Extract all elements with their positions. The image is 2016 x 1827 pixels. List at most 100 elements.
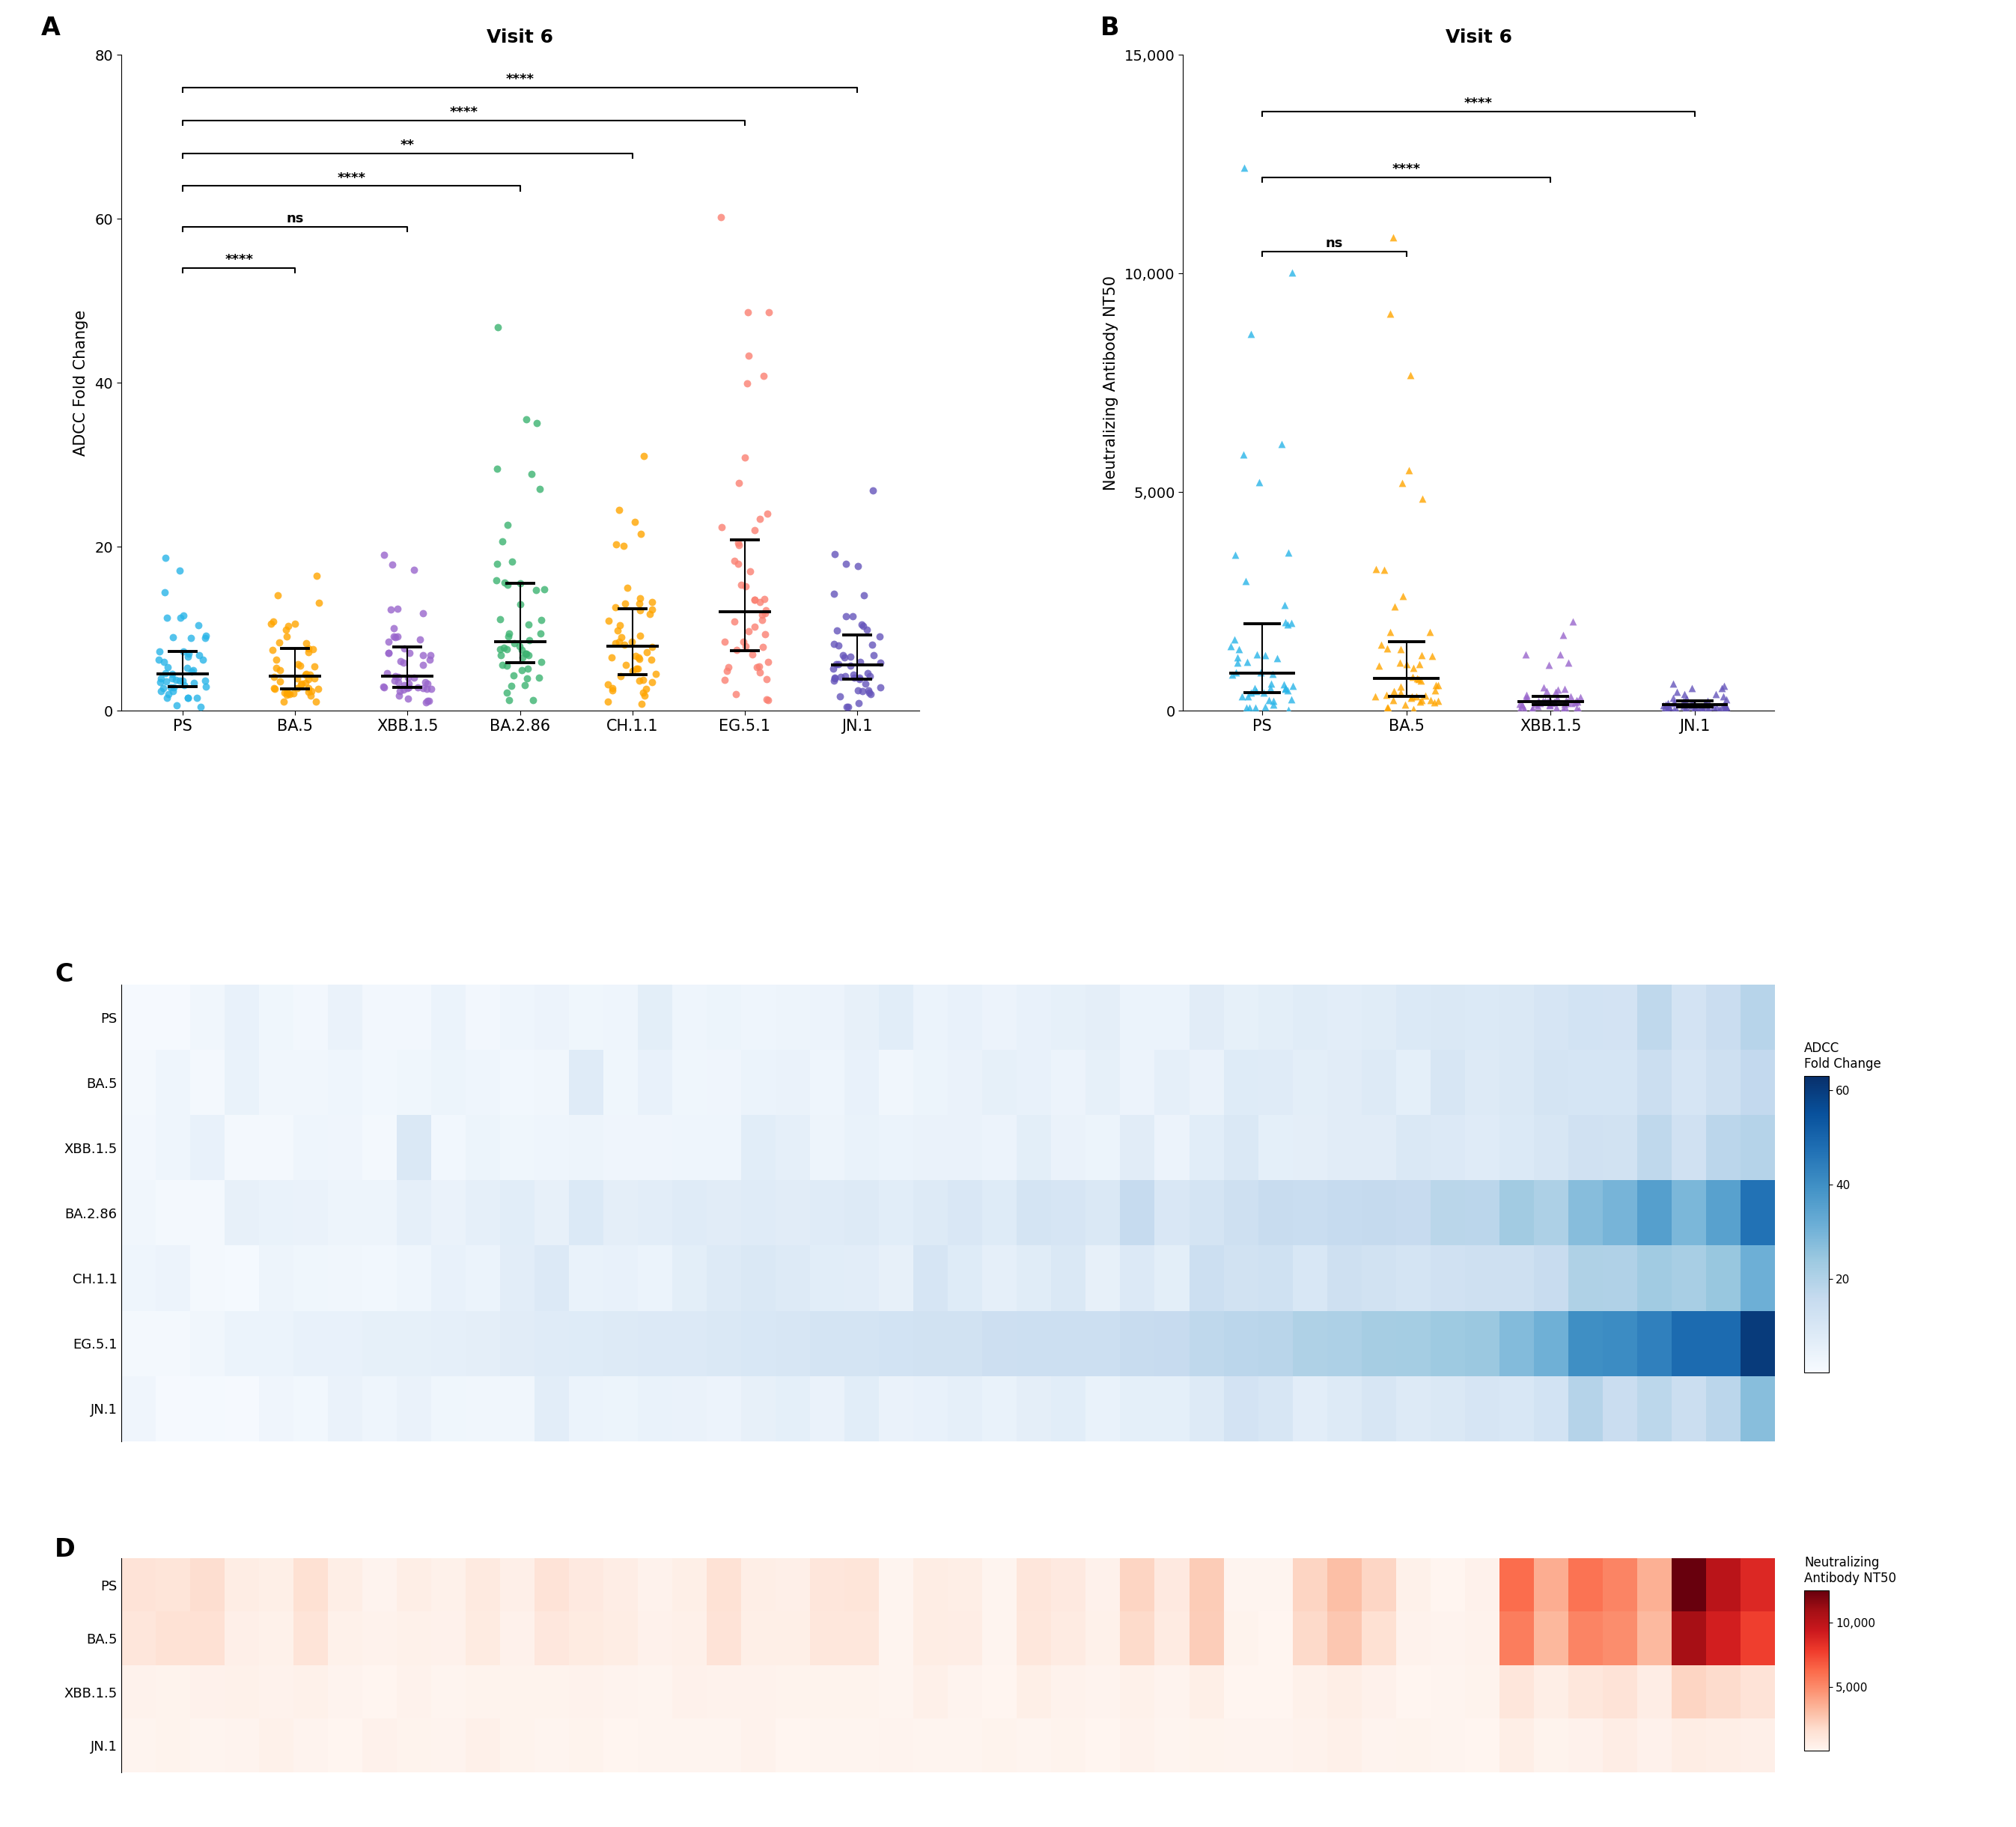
Point	[851, 660, 883, 689]
Text: D: D	[54, 1537, 77, 1562]
Point	[1270, 608, 1302, 638]
Point	[506, 656, 538, 685]
Point	[167, 667, 200, 696]
Point	[625, 519, 657, 548]
Point	[603, 495, 635, 524]
Point	[1554, 681, 1587, 711]
Point	[1256, 691, 1288, 720]
Point	[508, 671, 540, 700]
Point	[492, 570, 524, 599]
Point	[637, 669, 669, 698]
Point	[595, 643, 627, 672]
Point	[290, 628, 323, 658]
Point	[369, 672, 401, 702]
Point	[750, 596, 782, 625]
Point	[728, 627, 760, 656]
Point	[1699, 680, 1732, 709]
Point	[1387, 581, 1419, 610]
Point	[619, 508, 651, 537]
Point	[1371, 692, 1403, 722]
Point	[264, 656, 296, 685]
Point	[857, 639, 889, 669]
Point	[1671, 683, 1704, 713]
Point	[1516, 694, 1548, 723]
Point	[159, 665, 192, 694]
Point	[292, 665, 325, 694]
Point	[722, 530, 754, 559]
Point	[270, 616, 302, 645]
Point	[1675, 674, 1708, 703]
Point	[823, 650, 855, 680]
Point	[738, 612, 770, 641]
Point	[145, 667, 177, 696]
Point	[381, 623, 413, 652]
Point	[1667, 691, 1699, 720]
Point	[151, 652, 183, 681]
Point	[379, 623, 411, 652]
Point	[1359, 681, 1391, 711]
Point	[1385, 634, 1417, 663]
Point	[730, 632, 762, 661]
Point	[258, 607, 290, 636]
Point	[415, 641, 448, 671]
Point	[1272, 696, 1304, 725]
Point	[498, 628, 530, 658]
Point	[264, 628, 296, 658]
Point	[407, 641, 439, 671]
Point	[171, 654, 204, 683]
Point	[603, 627, 635, 656]
Point	[730, 369, 762, 398]
Point	[633, 599, 665, 628]
Point	[1510, 680, 1542, 709]
Point	[1248, 639, 1280, 669]
Point	[1413, 618, 1445, 647]
Point	[258, 674, 290, 703]
Point	[1377, 223, 1409, 252]
Point	[1371, 634, 1403, 663]
Point	[1508, 694, 1540, 723]
Point	[831, 692, 863, 722]
Point	[1228, 440, 1260, 470]
Point	[1560, 694, 1593, 723]
Point	[1554, 689, 1587, 718]
Point	[1710, 685, 1742, 714]
Point	[143, 645, 175, 674]
Point	[282, 649, 314, 678]
Point	[284, 650, 317, 680]
Point	[510, 404, 542, 433]
Point	[718, 607, 750, 636]
Point	[270, 680, 302, 709]
Point	[865, 649, 897, 678]
Point	[1401, 663, 1433, 692]
Point	[615, 627, 647, 656]
Point	[1667, 687, 1699, 716]
Point	[492, 678, 524, 707]
Point	[1677, 689, 1710, 718]
Point	[1222, 649, 1254, 678]
Point	[1254, 685, 1286, 714]
Point	[631, 674, 663, 703]
Point	[1409, 681, 1441, 711]
Point	[623, 665, 655, 694]
Point	[1685, 694, 1718, 723]
Point	[849, 669, 881, 698]
Point	[1710, 692, 1742, 722]
Point	[254, 608, 286, 638]
Point	[1516, 696, 1548, 725]
Point	[609, 650, 641, 680]
Point	[167, 671, 200, 700]
Point	[724, 468, 756, 497]
Point	[845, 647, 877, 676]
Point	[611, 574, 643, 603]
Point	[829, 643, 861, 672]
Point	[367, 672, 399, 702]
Point	[375, 550, 407, 579]
Point	[603, 610, 635, 639]
Point	[512, 610, 544, 639]
Point	[522, 663, 554, 692]
Point	[1401, 681, 1433, 711]
Point	[504, 590, 536, 619]
Point	[403, 625, 435, 654]
Point	[486, 526, 518, 555]
Point	[1548, 674, 1581, 703]
